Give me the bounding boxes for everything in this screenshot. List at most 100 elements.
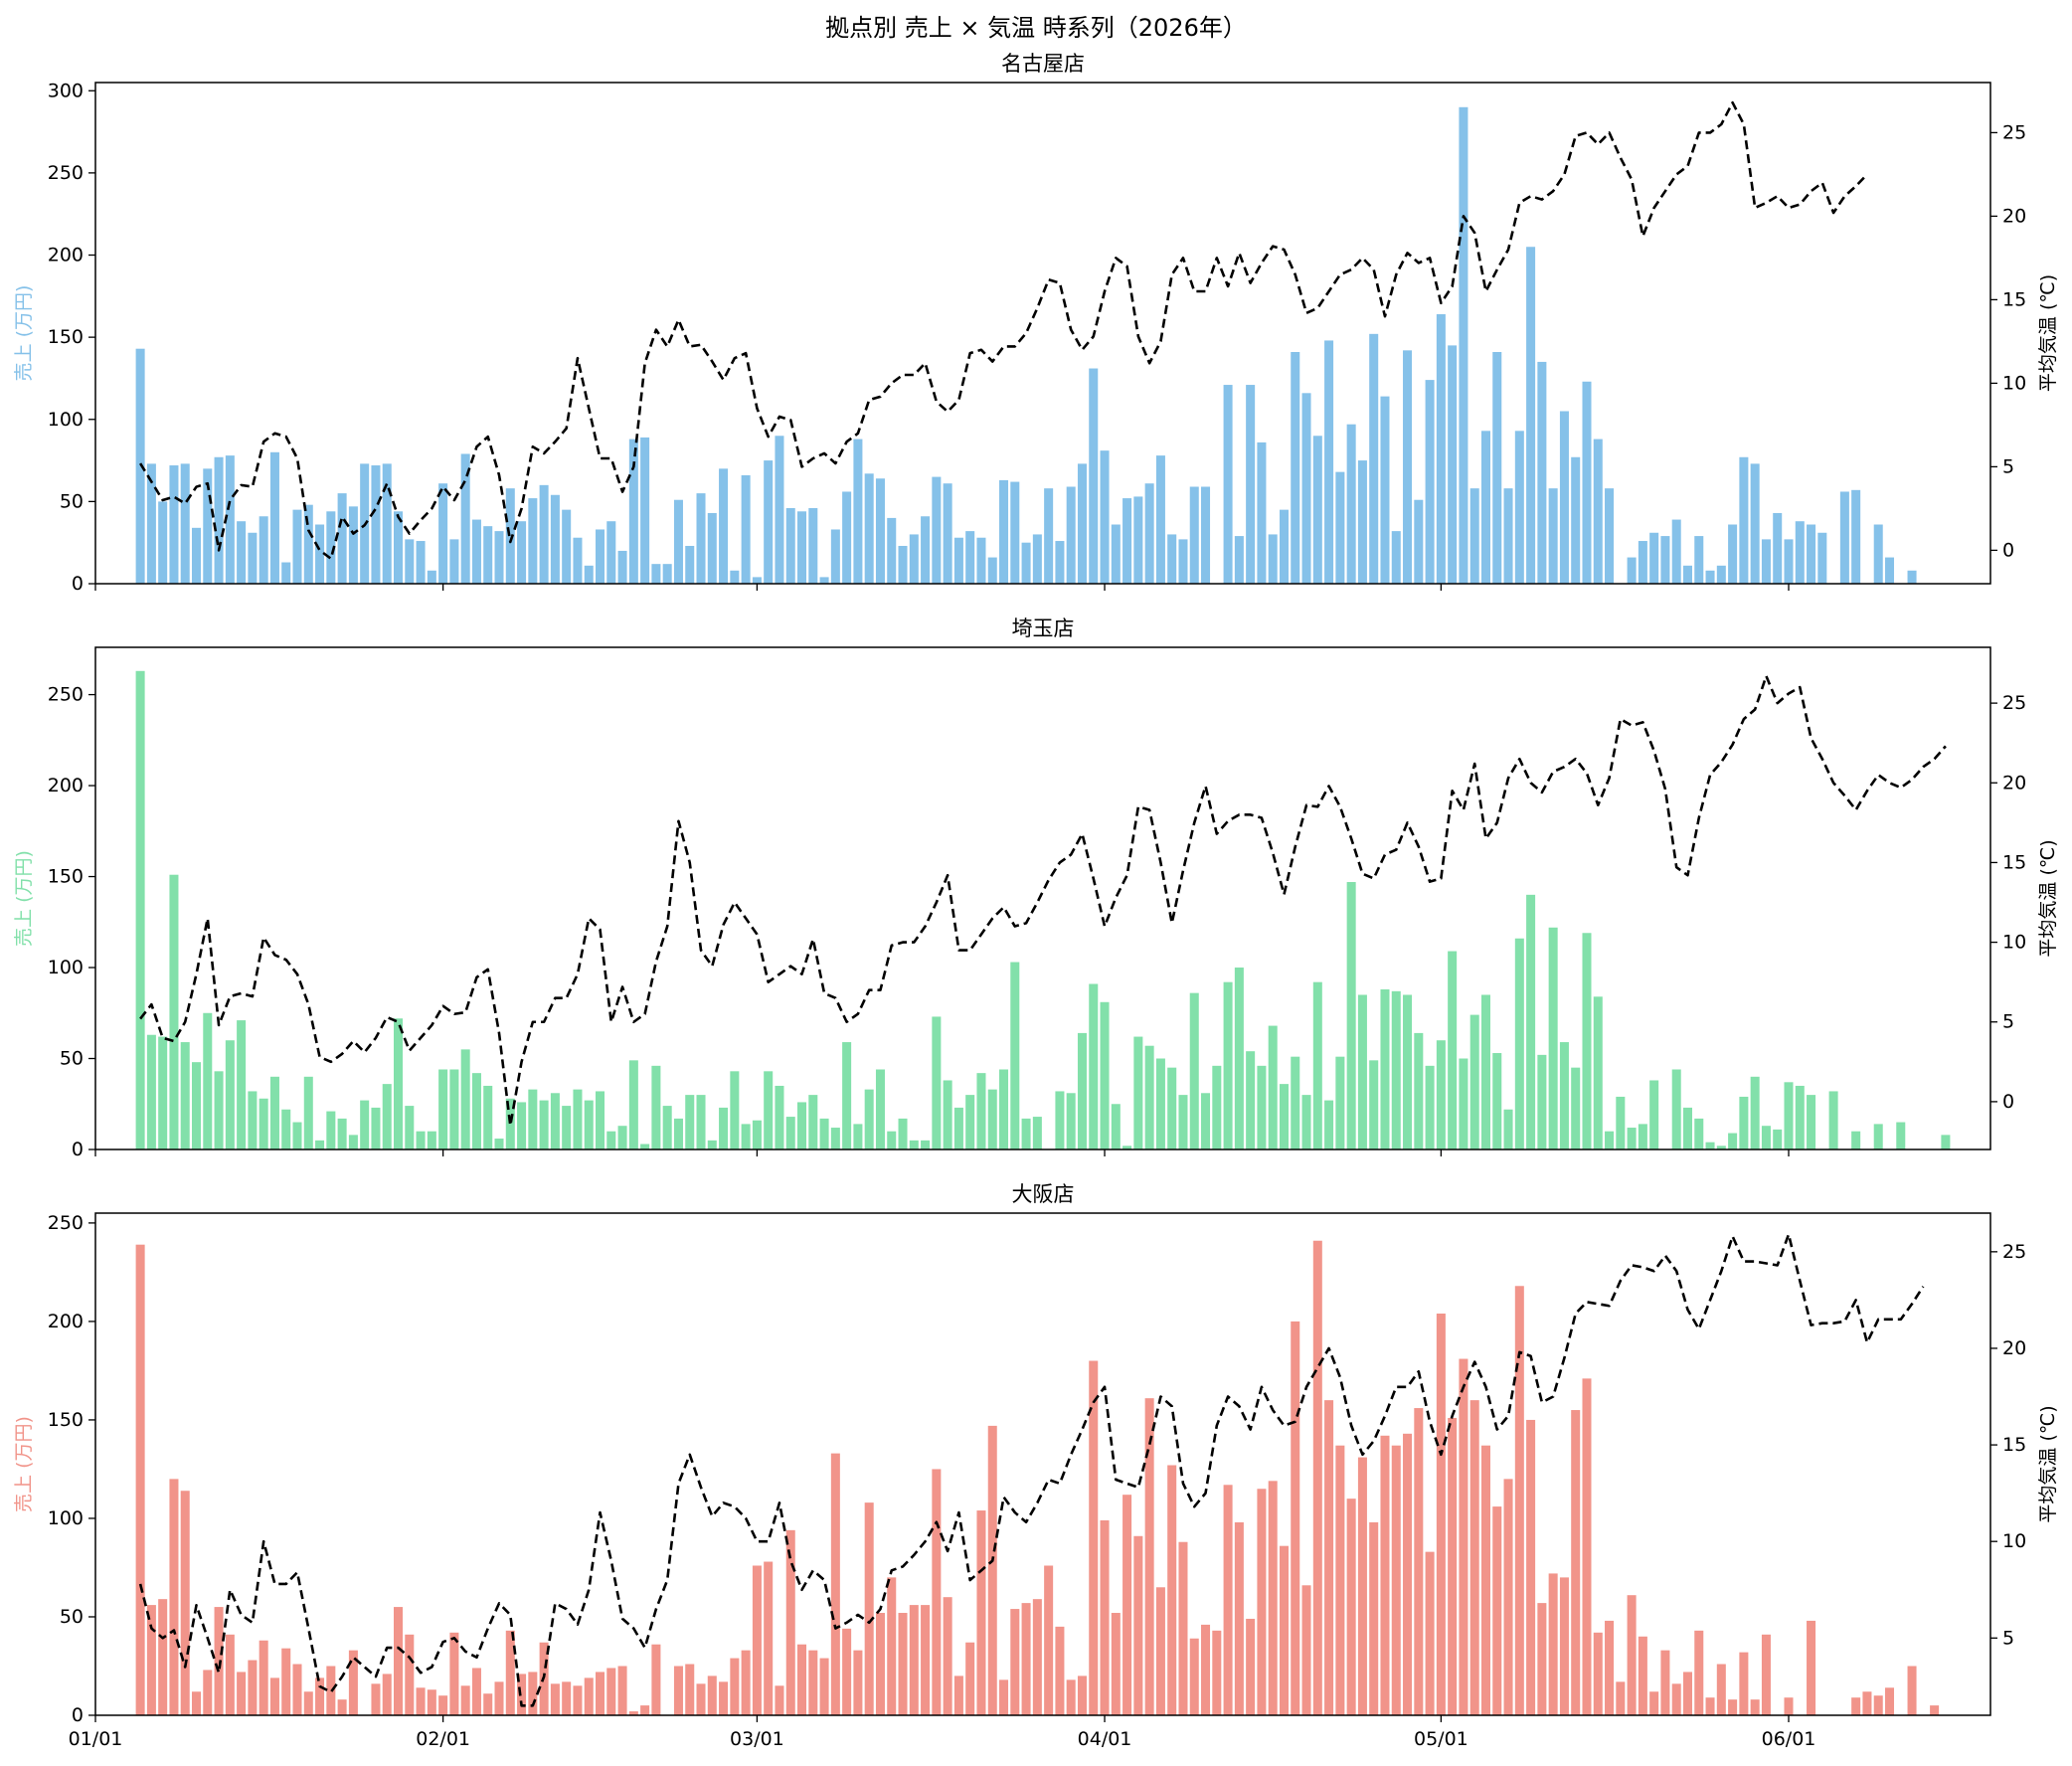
sales-bar	[326, 511, 336, 584]
sales-bar	[752, 1565, 762, 1715]
sales-bar	[999, 1679, 1009, 1715]
y-tick-label: 300	[48, 80, 84, 101]
sales-bar	[1548, 927, 1558, 1149]
sales-bar	[1448, 345, 1458, 584]
sales-bar	[1155, 1587, 1165, 1715]
sales-bar	[281, 562, 291, 584]
sales-bar	[517, 1674, 527, 1715]
sales-bar	[953, 537, 963, 584]
sales-bar	[1480, 1445, 1490, 1715]
sales-bar	[853, 439, 863, 584]
sales-bar	[1896, 1122, 1906, 1149]
sales-bar	[1391, 990, 1401, 1149]
y-tick-label: 200	[48, 1311, 84, 1332]
sales-bar	[1514, 938, 1524, 1149]
sales-bar	[169, 874, 179, 1149]
sales-bar	[1638, 541, 1647, 584]
sales-bar	[943, 483, 952, 584]
sales-bar	[808, 1650, 818, 1715]
sales-bar	[1605, 1620, 1615, 1715]
sales-bar	[1503, 488, 1513, 584]
y-right-tick-label: 20	[2002, 1337, 2026, 1359]
sales-bar	[875, 478, 885, 584]
sales-bar	[1605, 1131, 1615, 1149]
sales-bar	[1627, 1128, 1637, 1149]
temperature-line	[138, 1233, 1925, 1707]
sales-bar	[1671, 519, 1681, 584]
sales-bar	[460, 1049, 470, 1149]
sales-bar	[449, 1069, 459, 1149]
sales-bar	[1324, 340, 1334, 584]
sales-bar	[1571, 1067, 1581, 1149]
sales-bar	[1357, 994, 1367, 1149]
sales-bar	[596, 1091, 605, 1149]
sales-bar	[1291, 352, 1300, 584]
sales-bar	[775, 436, 784, 584]
sales-bar	[1739, 1652, 1749, 1715]
sales-bar	[662, 564, 672, 584]
y-right-axis-label: 平均気温 (℃)	[2037, 1405, 2059, 1522]
sales-bar	[438, 1069, 448, 1149]
sales-bar	[1605, 488, 1615, 584]
sales-bar	[303, 1076, 313, 1149]
sales-bar	[438, 1695, 448, 1715]
y-tick-label: 50	[60, 1606, 84, 1628]
sales-bar	[1582, 1378, 1592, 1715]
sales-bar	[1873, 1695, 1883, 1715]
sales-bar	[741, 1124, 751, 1149]
sales-bar	[1526, 247, 1536, 584]
sales-bar	[932, 1016, 942, 1149]
sales-bar	[1212, 1065, 1222, 1149]
sales-bar	[1682, 1107, 1692, 1149]
sales-bar	[315, 1678, 325, 1715]
sales-bar	[1369, 1521, 1379, 1715]
sales-bar	[1537, 1603, 1547, 1715]
sales-bar	[528, 498, 538, 584]
sales-bar	[842, 1042, 852, 1149]
sales-bar	[1649, 1691, 1659, 1715]
sales-bar	[505, 488, 515, 584]
y-tick-label: 0	[72, 573, 84, 595]
sales-bar	[921, 1140, 931, 1149]
sales-bar	[1133, 496, 1143, 584]
sales-bar	[596, 529, 605, 584]
sales-bar	[1627, 557, 1637, 584]
sales-bar	[237, 521, 247, 584]
sales-bar	[1616, 1681, 1626, 1715]
sales-bar	[1593, 996, 1603, 1149]
sales-bar	[1279, 1084, 1289, 1149]
sales-bar	[1066, 1093, 1076, 1149]
sales-bar	[214, 1607, 224, 1715]
sales-bar	[269, 1678, 279, 1715]
sales-bar	[371, 465, 381, 584]
sales-bar	[1582, 381, 1592, 584]
sales-bar	[528, 1089, 538, 1149]
sales-bar	[1089, 1360, 1099, 1715]
figure-title: 拠点別 売上 × 気温 時系列（2026年）	[825, 14, 1247, 42]
sales-bar	[1144, 1398, 1154, 1715]
sales-bar	[1189, 1638, 1199, 1715]
sales-bar	[1537, 361, 1547, 584]
sales-bar	[785, 507, 795, 584]
sales-bar	[1189, 992, 1199, 1149]
y-right-tick-label: 15	[2002, 1434, 2026, 1456]
sales-bar	[976, 1510, 986, 1715]
temperature-line	[139, 100, 1868, 561]
sales-bar	[1582, 933, 1592, 1149]
sales-bar	[281, 1109, 291, 1149]
sales-bar	[237, 1672, 247, 1715]
sales-bar	[1694, 536, 1704, 584]
sales-bar	[315, 1140, 325, 1149]
sales-bar	[180, 1042, 190, 1149]
sales-bar	[1503, 1109, 1513, 1149]
sales-bar	[1223, 981, 1233, 1149]
sales-bar	[1851, 1697, 1861, 1715]
sales-bar	[1268, 1025, 1278, 1149]
sales-bar	[1178, 1095, 1188, 1149]
sales-bar	[864, 1089, 874, 1149]
sales-bar	[853, 1124, 863, 1149]
sales-bar	[292, 1664, 302, 1715]
sales-bar	[505, 1630, 515, 1715]
sales-bar	[169, 1479, 179, 1715]
